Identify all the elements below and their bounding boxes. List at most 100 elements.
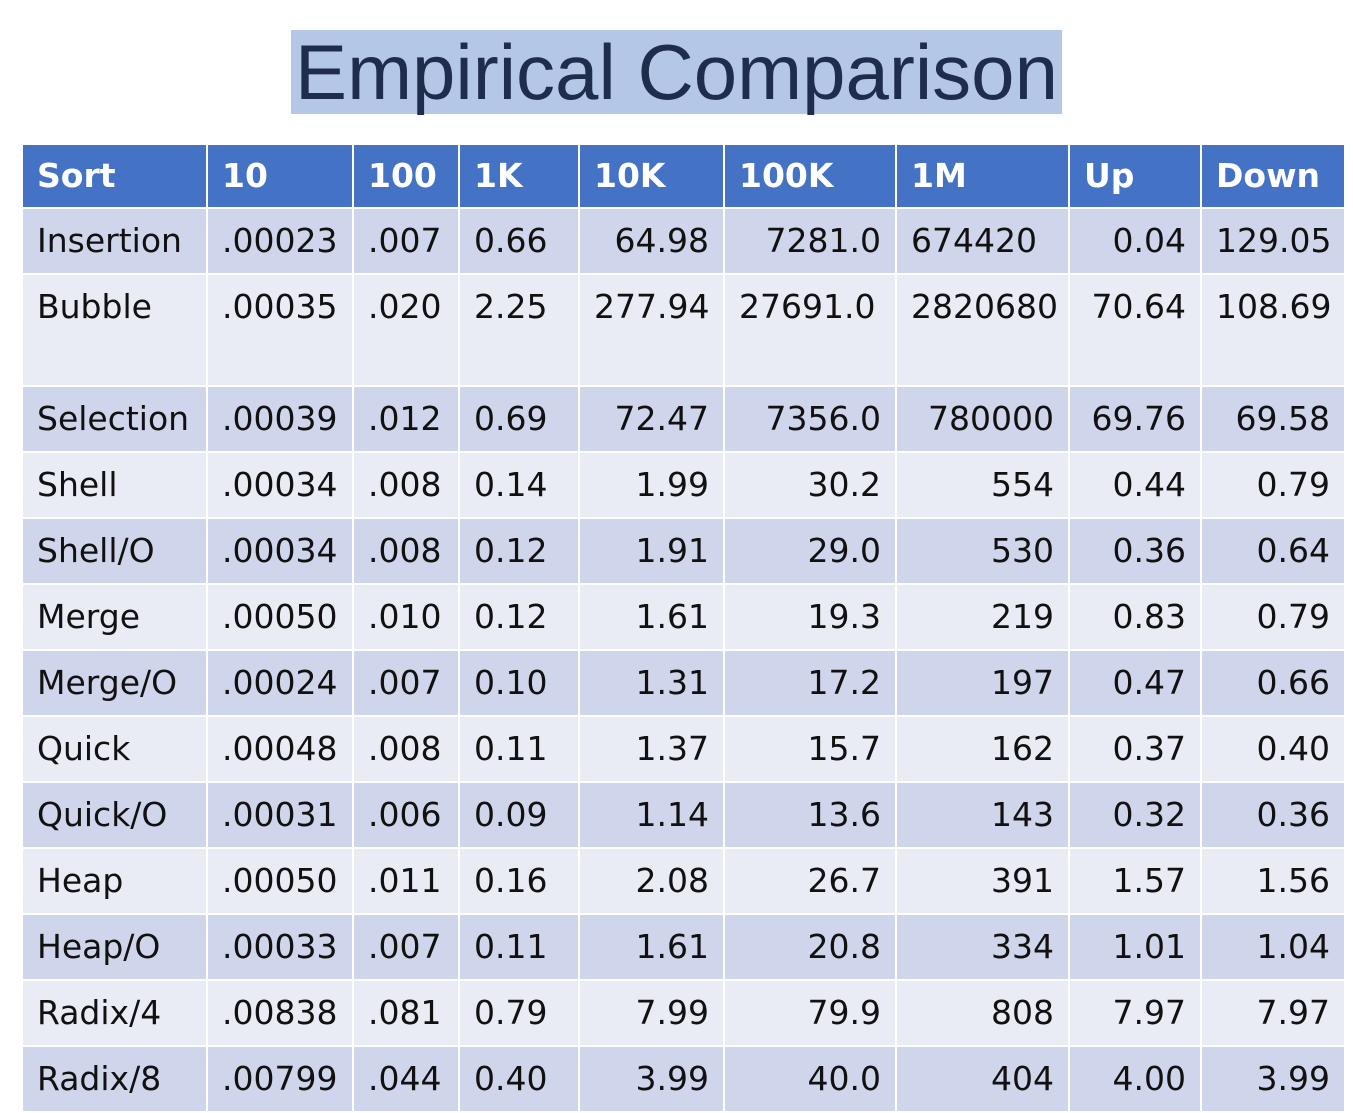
cell-1m: 219 [895, 583, 1070, 651]
cell-sort: Merge [21, 583, 208, 651]
table-row: Heap/O .00033.007 0.11 1.61 20.8 334 1.01 1.04 [21, 913, 1346, 981]
cell-100k: 7356.0 [723, 385, 897, 453]
table-row: Quick .00048.008 0.11 1.37 15.7 162 0.37 0.40 [21, 715, 1346, 783]
cell-10k: 64.98 [578, 207, 725, 275]
cell-10k: 1.99 [578, 451, 725, 519]
cell-10k: 1.31 [578, 649, 725, 717]
cell-up: 1.01 [1068, 913, 1202, 981]
cell-10: .00048 [206, 715, 354, 783]
cell-100: .010 [352, 583, 460, 651]
cell-down: 0.40 [1200, 715, 1346, 783]
cell-up: 70.64 [1068, 273, 1202, 387]
cell-100k: 26.7 [723, 847, 897, 915]
cell-10: .00023 [206, 207, 354, 275]
cell-1k: 0.79 [458, 979, 580, 1047]
cell-10k: 2.08 [578, 847, 725, 915]
table-row: Merge .00050.010 0.12 1.61 19.3 219 0.83 0.79 [21, 583, 1346, 651]
cell-10: .00050 [206, 583, 354, 651]
cell-up: 1.57 [1068, 847, 1202, 915]
cell-1k: 0.12 [458, 517, 580, 585]
table-row: Insertion .00023.007 0.66 64.98 7281.0 674420… [21, 207, 1346, 275]
page-title: Empirical Comparison [291, 30, 1062, 114]
cell-1m: 143 [895, 781, 1070, 849]
cell-10k: 277.94 [578, 273, 725, 387]
cell-100: .008 [352, 715, 460, 783]
cell-1m: 391 [895, 847, 1070, 915]
cell-10k: 3.99 [578, 1045, 725, 1113]
cell-10: .00034 [206, 517, 354, 585]
cell-10: .00838 [206, 979, 354, 1047]
cell-sort: Heap [21, 847, 208, 915]
cell-100k: 15.7 [723, 715, 897, 783]
cell-1m: 780000 [895, 385, 1070, 453]
cell-100k: 20.8 [723, 913, 897, 981]
cell-down: 69.58 [1200, 385, 1346, 453]
cell-up: 0.47 [1068, 649, 1202, 717]
cell-10: .00033 [206, 913, 354, 981]
cell-sort: Quick [21, 715, 208, 783]
cell-sort: Selection [21, 385, 208, 453]
cell-sort: Shell/O [21, 517, 208, 585]
cell-sort: Radix/4 [21, 979, 208, 1047]
cell-100k: 19.3 [723, 583, 897, 651]
cell-1k: 0.66 [458, 207, 580, 275]
cell-1m: 674420 [895, 207, 1070, 275]
cell-10: .00035 [206, 273, 354, 387]
cell-10k: 72.47 [578, 385, 725, 453]
cell-100k: 30.2 [723, 451, 897, 519]
cell-1k: 0.12 [458, 583, 580, 651]
cell-down: 0.79 [1200, 583, 1346, 651]
cell-1m: 197 [895, 649, 1070, 717]
cell-up: 0.44 [1068, 451, 1202, 519]
cell-sort: Quick/O [21, 781, 208, 849]
cell-10: .00039 [206, 385, 354, 453]
cell-up: 0.37 [1068, 715, 1202, 783]
header-cell-10: 10 [206, 143, 354, 209]
cell-sort: Bubble [21, 273, 208, 387]
header-cell-down: Down [1200, 143, 1346, 209]
cell-1m: 404 [895, 1045, 1070, 1113]
cell-100k: 7281.0 [723, 207, 897, 275]
cell-100k: 27691.0 [723, 273, 897, 387]
cell-1k: 0.11 [458, 913, 580, 981]
header-cell-sort: Sort [21, 143, 208, 209]
cell-up: 0.32 [1068, 781, 1202, 849]
table-row: Bubble .00035.020 2.25 277.94 27691.0 2820680… [21, 273, 1346, 387]
cell-10: .00024 [206, 649, 354, 717]
header-cell-10k: 10K [578, 143, 725, 209]
cell-down: 0.66 [1200, 649, 1346, 717]
cell-sort: Heap/O [21, 913, 208, 981]
cell-1k: 0.10 [458, 649, 580, 717]
cell-sort: Radix/8 [21, 1045, 208, 1113]
table-row: Merge/O .00024.007 0.10 1.31 17.2 197 0.47 0.66 [21, 649, 1346, 717]
cell-up: 0.36 [1068, 517, 1202, 585]
cell-down: 7.97 [1200, 979, 1346, 1047]
cell-10: .00799 [206, 1045, 354, 1113]
cell-down: 0.64 [1200, 517, 1346, 585]
cell-100k: 79.9 [723, 979, 897, 1047]
cell-1k: 0.11 [458, 715, 580, 783]
cell-100k: 29.0 [723, 517, 897, 585]
cell-10k: 1.61 [578, 583, 725, 651]
cell-10k: 1.91 [578, 517, 725, 585]
cell-1m: 554 [895, 451, 1070, 519]
cell-100: .007 [352, 649, 460, 717]
table-row: Radix/8.00799.044 0.40 3.99 40.0 404 4.00 3.99 [21, 1045, 1346, 1113]
cell-100: .008 [352, 517, 460, 585]
table-row: Shell .00034.008 0.14 1.99 30.2 554 0.44 0.79 [21, 451, 1346, 519]
cell-1k: 2.25 [458, 273, 580, 387]
cell-down: 129.05 [1200, 207, 1346, 275]
cell-100: .020 [352, 273, 460, 387]
cell-1m: 530 [895, 517, 1070, 585]
table-row: Quick/O .00031.006 0.09 1.14 13.6 143 0.32 0.36 [21, 781, 1346, 849]
cell-1k: 0.14 [458, 451, 580, 519]
cell-100k: 13.6 [723, 781, 897, 849]
cell-1k: 0.09 [458, 781, 580, 849]
header-cell-1m: 1M [895, 143, 1070, 209]
table-row: Selection .00039.012 0.69 72.47 7356.0 780000… [21, 385, 1346, 453]
cell-100: .006 [352, 781, 460, 849]
cell-100: .012 [352, 385, 460, 453]
cell-10k: 1.37 [578, 715, 725, 783]
cell-100: .007 [352, 913, 460, 981]
cell-100: .044 [352, 1045, 460, 1113]
